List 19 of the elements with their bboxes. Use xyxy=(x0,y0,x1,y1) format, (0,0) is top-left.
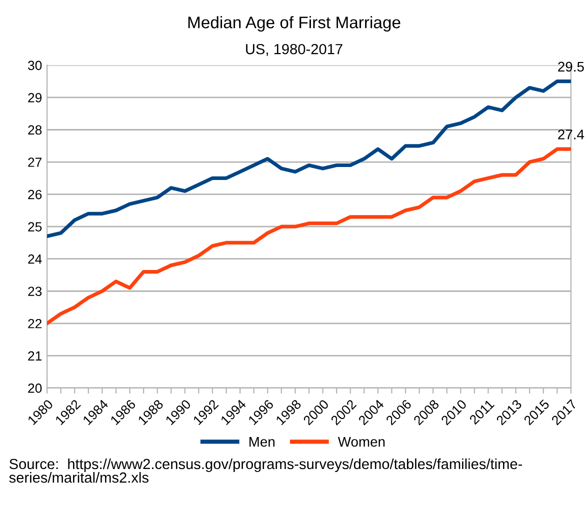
y-tick-label: 24 xyxy=(28,254,42,264)
data-label: 29.5 xyxy=(558,62,584,72)
data-label: 27.4 xyxy=(558,130,584,140)
y-tick-label: 25 xyxy=(28,222,42,232)
y-tick-label: 30 xyxy=(28,60,42,70)
y-tick-label: 28 xyxy=(28,125,42,135)
y-tick-label: 22 xyxy=(28,318,42,328)
y-tick-label: 23 xyxy=(28,286,42,296)
chart-subtitle: US, 1980-2017 xyxy=(246,44,342,56)
chart-title: Median Age of First Marriage xyxy=(188,16,400,32)
y-tick-label: 29 xyxy=(28,93,42,102)
y-tick-label: 21 xyxy=(28,351,42,360)
legend-label: Men xyxy=(249,437,274,447)
y-tick-label: 26 xyxy=(28,190,42,200)
y-tick-label: 27 xyxy=(28,158,42,167)
legend-label: Women xyxy=(338,437,385,447)
y-tick-label: 20 xyxy=(28,384,42,393)
line-series xyxy=(47,147,571,326)
source-note: Source: https://www2.census.gov/programs-surveys/demo/tables/families/time- series/marital/ms2.xls xyxy=(9,458,522,483)
